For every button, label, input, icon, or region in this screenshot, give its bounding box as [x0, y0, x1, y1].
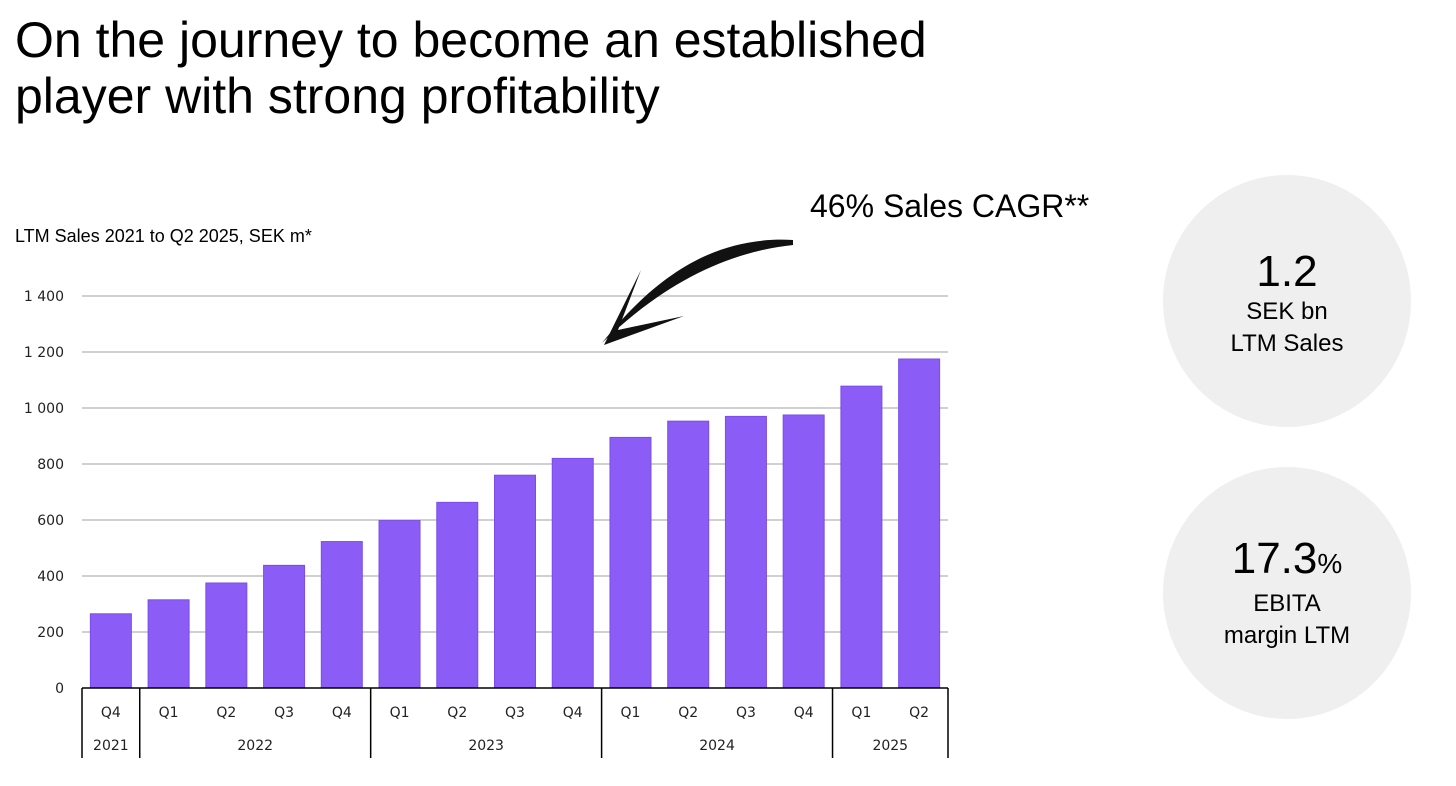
bar-5: [378, 520, 421, 689]
x-tick-label-11: Q3: [736, 705, 756, 721]
x-tick-label-14: Q2: [909, 705, 929, 721]
x-tick-label-8: Q4: [563, 705, 583, 721]
year-label-2021: 2021: [93, 738, 129, 754]
bar-10: [667, 420, 710, 689]
kpi-margin-label: margin LTM: [1223, 621, 1351, 649]
year-label-2023: 2023: [468, 738, 504, 754]
kpi-sales-label: LTM Sales: [1230, 330, 1344, 357]
bar-13: [840, 385, 883, 689]
bar-1: [147, 599, 190, 689]
bar-7: [494, 474, 536, 689]
kpi-sales-circle: 1.2 SEK bn LTM Sales: [1163, 175, 1411, 427]
bar-6: [436, 501, 479, 689]
x-tick-label-12: Q4: [794, 705, 814, 721]
x-tick-label-0: Q4: [101, 705, 121, 721]
x-tick-label-7: Q3: [505, 705, 525, 721]
kpi-margin-value-wrap: 17.3%: [1231, 533, 1343, 588]
kpi-margin-circle: 17.3% EBITA margin LTM: [1163, 467, 1411, 719]
x-tick-label-13: Q1: [851, 705, 871, 721]
y-tick-label-600: 600: [37, 513, 64, 529]
x-tick-label-1: Q1: [159, 705, 179, 721]
kpi-sales-value: 1.2: [1256, 247, 1318, 296]
bar-0: [89, 613, 132, 689]
y-tick-label-1400: 1 400: [24, 289, 64, 305]
kpi-margin-unit: EBITA: [1253, 589, 1321, 617]
bar-12: [782, 414, 825, 689]
y-axis-tick-labels: 0 200 400 600 800 1 000 1 200 1 400: [24, 289, 64, 697]
x-tick-label-4: Q4: [332, 705, 352, 721]
year-label-2022: 2022: [237, 738, 273, 754]
bar-14: [898, 358, 941, 689]
bar-9: [609, 436, 652, 689]
bar-11: [724, 415, 767, 689]
y-tick-label-800: 800: [37, 457, 64, 473]
x-tick-label-3: Q3: [274, 705, 294, 721]
x-tick-label-10: Q2: [678, 705, 698, 721]
bar-3: [263, 564, 306, 689]
year-label-2024: 2024: [699, 738, 735, 754]
kpi-margin-percent: %: [1317, 547, 1343, 579]
arrow-head: [604, 270, 684, 345]
x-tick-label-6: Q2: [447, 705, 467, 721]
kpi-sales-unit: SEK bn: [1246, 298, 1328, 325]
y-tick-label-400: 400: [37, 569, 64, 585]
bar-8: [551, 457, 594, 689]
kpi-margin-value: 17.3: [1231, 533, 1318, 583]
cagr-annotation: 46% Sales CAGR**: [810, 188, 1090, 224]
x-axis: Q4 Q1 Q2 Q3 Q4 Q1 Q2 Q3 Q4 Q1 Q2 Q3 Q4 Q1 Q2 2021 2022 20…: [81, 687, 949, 758]
bar-2: [205, 582, 248, 689]
arrow-icon: [602, 239, 793, 345]
x-tick-label-2: Q2: [216, 705, 236, 721]
y-tick-label-0: 0: [55, 681, 64, 697]
page-title-line-1: On the journey to become an established: [15, 12, 927, 68]
y-tick-label-200: 200: [37, 625, 64, 641]
year-label-2025: 2025: [872, 738, 908, 754]
y-tick-label-1200: 1 200: [24, 345, 64, 361]
bar-4: [320, 541, 363, 689]
x-tick-label-5: Q1: [390, 705, 410, 721]
y-tick-label-1000: 1 000: [24, 401, 64, 417]
chart-title: LTM Sales 2021 to Q2 2025, SEK m*: [15, 226, 312, 246]
page-title: On the journey to become an established …: [15, 12, 1115, 124]
arrow-curve: [602, 239, 793, 343]
page-title-line-2: player with strong profitability: [15, 68, 660, 124]
x-tick-label-9: Q1: [620, 705, 640, 721]
bars: [89, 358, 941, 689]
